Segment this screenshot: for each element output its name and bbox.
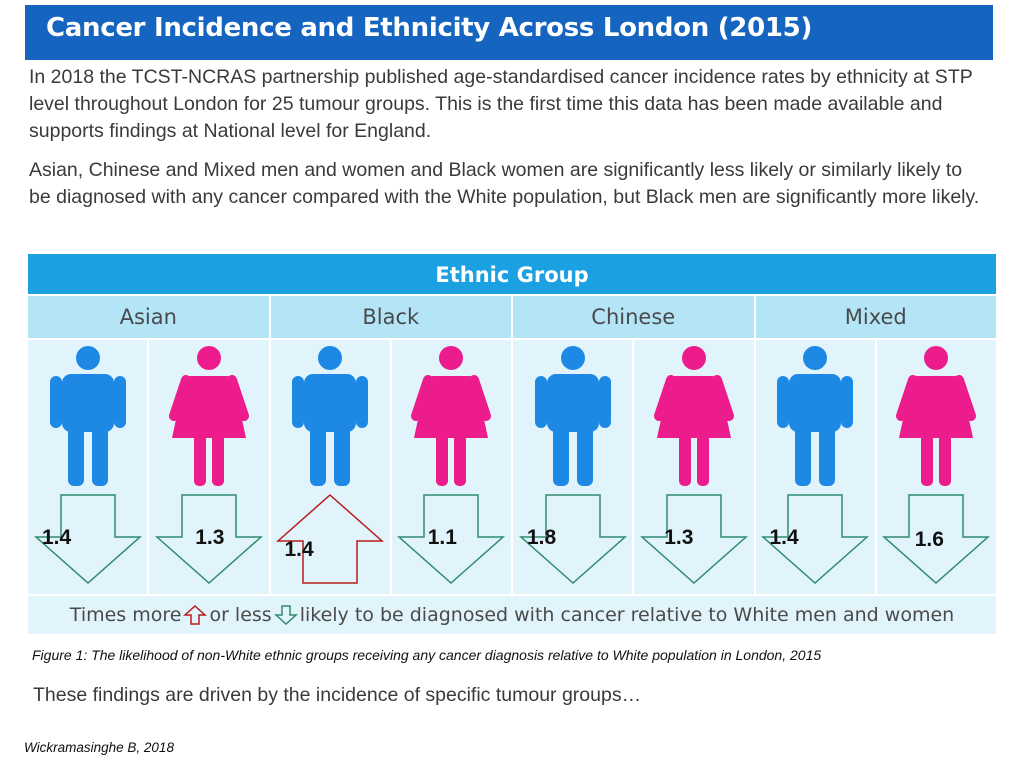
title-bar: Cancer Incidence and Ethnicity Across Lo…: [25, 5, 993, 60]
group-label: Asian: [28, 296, 271, 338]
table-cell-1: 1.4: [28, 340, 150, 594]
man-icon: [49, 346, 126, 492]
ratio-value: 1.4: [769, 526, 799, 549]
ratio-value: 1.8: [527, 526, 557, 549]
group-label: Black: [271, 296, 513, 338]
woman-icon: [166, 346, 252, 492]
group-label: Mixed: [844, 305, 907, 329]
table-cell-4: 1.1: [392, 340, 513, 594]
ratio-value: 1.6: [914, 528, 944, 551]
table-cell-6: 1.3: [634, 340, 756, 594]
legend-text-start: Times more: [69, 604, 182, 626]
down-arrow-icon: [518, 493, 627, 589]
down-arrow-icon: [639, 493, 748, 589]
table-cell-5: 1.8: [513, 340, 635, 594]
woman-icon: [651, 346, 737, 492]
ethnic-group-table: Ethnic Group Asian Black Chinese Mixed 1…: [28, 254, 996, 634]
summary-text: These findings are driven by the inciden…: [33, 684, 642, 706]
group-header-row: Asian Black Chinese Mixed: [28, 296, 996, 340]
table-cell-3: 1.4: [271, 340, 392, 594]
table-cell-2: 1.3: [149, 340, 271, 594]
man-icon: [777, 346, 854, 492]
group-label: Chinese: [513, 296, 756, 338]
legend: Times more or less likely to be diagnose…: [28, 596, 996, 634]
ratio-value: 1.3: [664, 526, 694, 549]
down-arrow-icon: [761, 493, 870, 589]
man-icon: [534, 346, 611, 492]
up-arrow-icon: [276, 493, 385, 589]
down-arrow-icon: [397, 493, 506, 589]
figure-caption: Figure 1: The likelihood of non-White et…: [32, 647, 822, 663]
legend-text-mid: or less: [209, 604, 272, 626]
woman-icon: [408, 346, 494, 492]
ratio-value: 1.3: [195, 526, 225, 549]
ratio-value: 1.4: [42, 526, 72, 549]
down-arrow-icon: [882, 493, 991, 589]
down-arrow-icon: [33, 493, 142, 589]
man-icon: [292, 346, 369, 492]
down-arrow-icon: [273, 605, 298, 626]
intro-paragraph: In 2018 the TCST-NCRAS partnership publi…: [29, 66, 973, 142]
down-arrow-icon: [154, 493, 263, 589]
ratio-value: 1.4: [284, 538, 314, 561]
page-title: Cancer Incidence and Ethnicity Across Lo…: [46, 13, 813, 43]
up-arrow-icon: [183, 604, 208, 625]
ratio-value: 1.1: [427, 526, 457, 549]
figures-row: 1.4 1.3 1.4: [28, 340, 996, 596]
findings-paragraph: Asian, Chinese and Mixed men and women a…: [29, 159, 980, 208]
legend-text-end: likely to be diagnosed with cancer relat…: [299, 604, 955, 626]
table-cell-8: 1.6: [877, 340, 996, 594]
woman-icon: [893, 346, 979, 492]
table-header: Ethnic Group: [28, 254, 996, 296]
citation: Wickramasinghe B, 2018: [24, 740, 174, 755]
table-cell-7: 1.4: [756, 340, 877, 594]
